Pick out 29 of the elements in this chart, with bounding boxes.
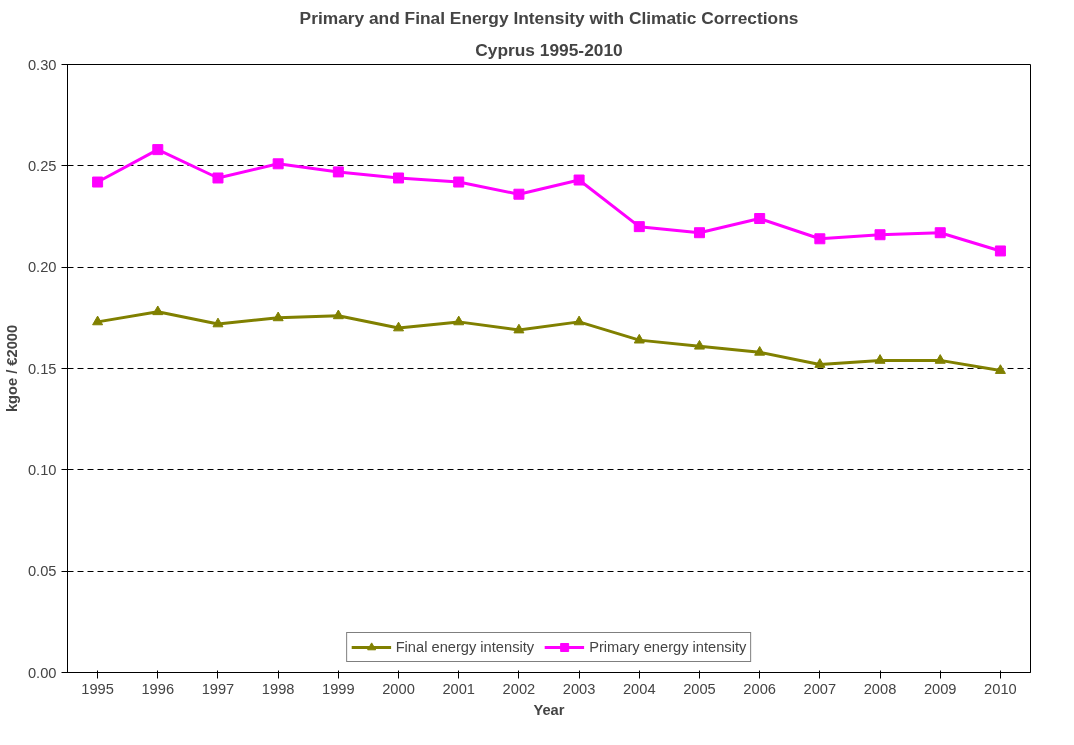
x-tick-label: 2009 bbox=[923, 680, 957, 697]
x-tick-label: 2010 bbox=[984, 680, 1017, 697]
legend-label: Primary energy intensity bbox=[589, 639, 747, 655]
x-tick-label: 2006 bbox=[743, 680, 776, 697]
x-tick-label: 1995 bbox=[81, 680, 114, 697]
x-tick-label: 1998 bbox=[261, 680, 295, 697]
y-tick-label: 0.05 bbox=[27, 563, 57, 580]
y-axis-title: kgoe / €2000 bbox=[3, 324, 20, 413]
x-tick-label: 1997 bbox=[201, 680, 235, 697]
x-tick-label: 2004 bbox=[622, 680, 656, 697]
x-tick-label: 2000 bbox=[382, 680, 415, 697]
y-tick-label: 0.20 bbox=[27, 259, 57, 276]
x-tick-label: 1996 bbox=[141, 680, 175, 697]
x-tick-label: 2001 bbox=[442, 680, 476, 697]
legend-label: Final energy intensity bbox=[395, 639, 535, 655]
chart-title: Primary and Final Energy Intensity with Climatic Corrections bbox=[299, 7, 799, 28]
x-tick-label: 2007 bbox=[803, 680, 837, 697]
x-tick-label: 2005 bbox=[683, 680, 716, 697]
y-tick-label: 0.30 bbox=[27, 56, 57, 73]
y-tick-label: 0.00 bbox=[27, 664, 57, 681]
x-tick-label: 2008 bbox=[863, 680, 897, 697]
y-tick-label: 0.15 bbox=[27, 360, 57, 377]
x-tick-label: 1999 bbox=[322, 680, 355, 697]
x-tick-label: 2003 bbox=[562, 680, 596, 697]
x-axis-title: Year bbox=[533, 701, 565, 718]
x-tick-label: 2002 bbox=[502, 680, 536, 697]
y-tick-label: 0.10 bbox=[27, 461, 57, 478]
y-tick-label: 0.25 bbox=[27, 157, 57, 174]
chart-subtitle: Cyprus 1995-2010 bbox=[475, 39, 623, 60]
